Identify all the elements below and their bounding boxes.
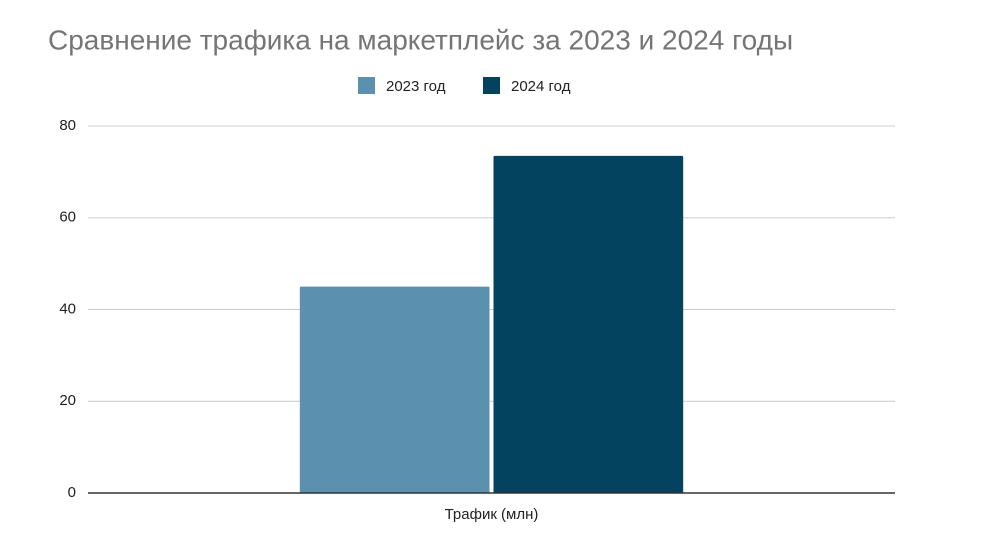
bar — [493, 155, 684, 493]
bar — [299, 286, 490, 493]
chart-title: Сравнение трафика на маркетплейс за 2023… — [48, 24, 793, 55]
legend-swatch — [483, 77, 500, 94]
legend-label: 2023 год — [386, 78, 446, 95]
x-tick-label: Трафик (млн) — [445, 506, 539, 523]
legend-label: 2024 год — [511, 78, 571, 95]
legend-swatch — [358, 77, 375, 94]
y-tick-label: 0 — [68, 484, 76, 501]
y-tick-label: 20 — [59, 392, 76, 409]
y-tick-label: 80 — [59, 117, 76, 134]
y-tick-label: 60 — [59, 209, 76, 226]
y-tick-label: 40 — [59, 300, 76, 317]
